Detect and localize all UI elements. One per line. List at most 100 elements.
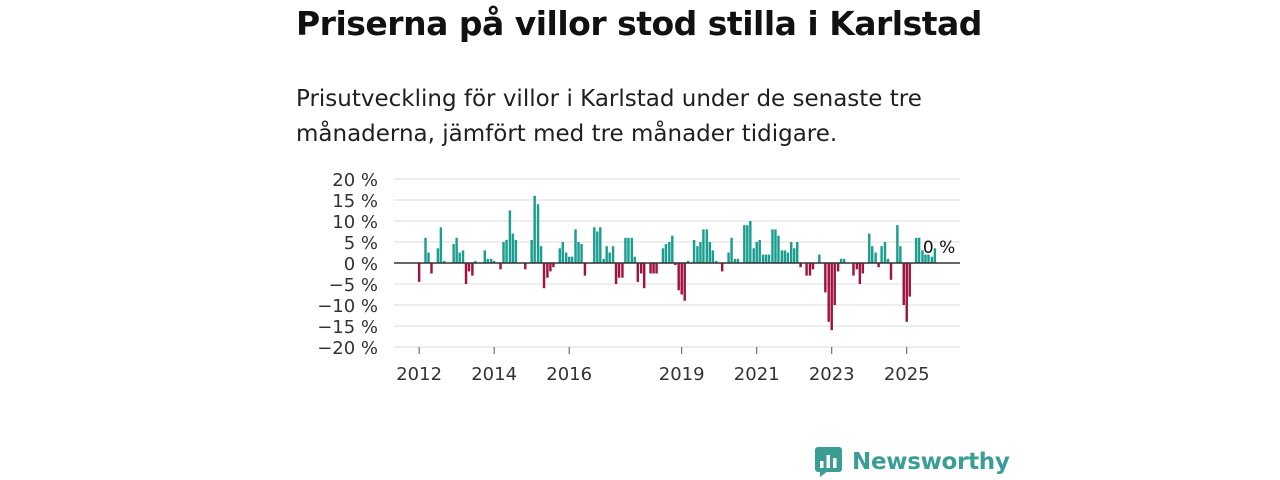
bar	[564, 252, 568, 263]
bar	[730, 237, 733, 263]
bar	[492, 260, 496, 263]
bar	[633, 256, 637, 263]
bar	[796, 242, 799, 263]
x-tick-label: 2025	[884, 364, 930, 385]
bar	[574, 229, 577, 263]
bar	[905, 263, 908, 322]
bar	[736, 258, 740, 263]
bar	[514, 239, 518, 263]
bar	[524, 263, 527, 270]
bar	[871, 246, 874, 263]
bar	[836, 263, 840, 272]
bar	[686, 260, 690, 263]
bar	[471, 263, 474, 276]
bar	[664, 244, 668, 263]
y-tick-label: 15 %	[332, 191, 378, 212]
brand-name: Newsworthy	[852, 449, 1010, 475]
bar	[474, 260, 477, 263]
x-tick-label: 2019	[659, 364, 705, 385]
bar	[539, 246, 543, 263]
bar	[933, 248, 937, 263]
bar	[786, 252, 790, 263]
bar	[792, 248, 796, 263]
bar	[508, 210, 512, 263]
bar	[674, 263, 677, 266]
bar	[630, 237, 634, 263]
bar	[611, 246, 615, 263]
bar	[889, 263, 893, 280]
bar	[443, 260, 446, 263]
bar	[461, 250, 465, 263]
y-tick-label: −10 %	[317, 296, 378, 317]
bar	[924, 254, 927, 263]
x-tick-label: 2023	[809, 364, 855, 385]
bar	[642, 263, 646, 289]
bar	[927, 254, 930, 263]
bar	[683, 263, 686, 301]
bar	[830, 263, 833, 331]
bar	[733, 258, 737, 263]
bar	[552, 263, 555, 268]
bar	[696, 246, 699, 263]
last-value-label: 0 %	[923, 238, 955, 258]
bar	[430, 263, 433, 274]
bar	[596, 231, 599, 263]
bar	[808, 263, 812, 276]
bar	[799, 263, 802, 268]
bar	[439, 227, 443, 263]
bar	[877, 263, 880, 268]
bar	[680, 263, 683, 295]
bar	[533, 195, 536, 263]
bar	[746, 225, 749, 263]
bar	[614, 263, 618, 284]
bar	[771, 229, 774, 263]
bar	[417, 263, 421, 282]
y-tick-label: 20 %	[332, 170, 378, 191]
bar	[549, 263, 552, 272]
bar	[424, 237, 427, 263]
x-tick-label: 2016	[546, 364, 592, 385]
bar	[917, 237, 921, 263]
bar	[458, 252, 461, 263]
bar	[883, 242, 887, 263]
bar	[908, 263, 911, 297]
bar	[561, 242, 565, 263]
bar	[499, 263, 502, 270]
bar	[705, 229, 709, 263]
bar	[749, 221, 752, 263]
bar	[677, 263, 680, 291]
bar	[752, 248, 755, 263]
bar	[636, 263, 640, 282]
x-tick-label: 2014	[471, 364, 517, 385]
bar	[868, 233, 871, 263]
bar	[464, 263, 468, 284]
bar	[502, 242, 505, 263]
bar	[580, 244, 583, 263]
bar	[720, 263, 724, 272]
bar	[621, 263, 624, 278]
chart-subtitle: Prisutveckling för villor i Karlstad und…	[296, 86, 922, 147]
bar	[627, 237, 630, 263]
bar	[455, 237, 458, 263]
bar	[593, 227, 596, 263]
bar	[711, 250, 715, 263]
bars	[417, 195, 937, 331]
bar	[583, 263, 587, 276]
bar	[886, 258, 890, 263]
bar	[661, 248, 665, 263]
y-tick-label: 0 %	[344, 254, 378, 275]
newsworthy-logo: Newsworthy	[814, 446, 1010, 478]
bar	[899, 246, 902, 263]
bar	[852, 263, 855, 276]
bar	[855, 263, 859, 270]
bar	[546, 263, 549, 278]
bar	[427, 252, 430, 263]
bar	[652, 263, 655, 274]
y-tick-label: −20 %	[317, 338, 378, 359]
x-tick-label: 2012	[396, 364, 442, 385]
bar	[896, 225, 899, 263]
bar	[764, 254, 768, 263]
bar	[436, 248, 440, 263]
bar	[758, 239, 761, 263]
